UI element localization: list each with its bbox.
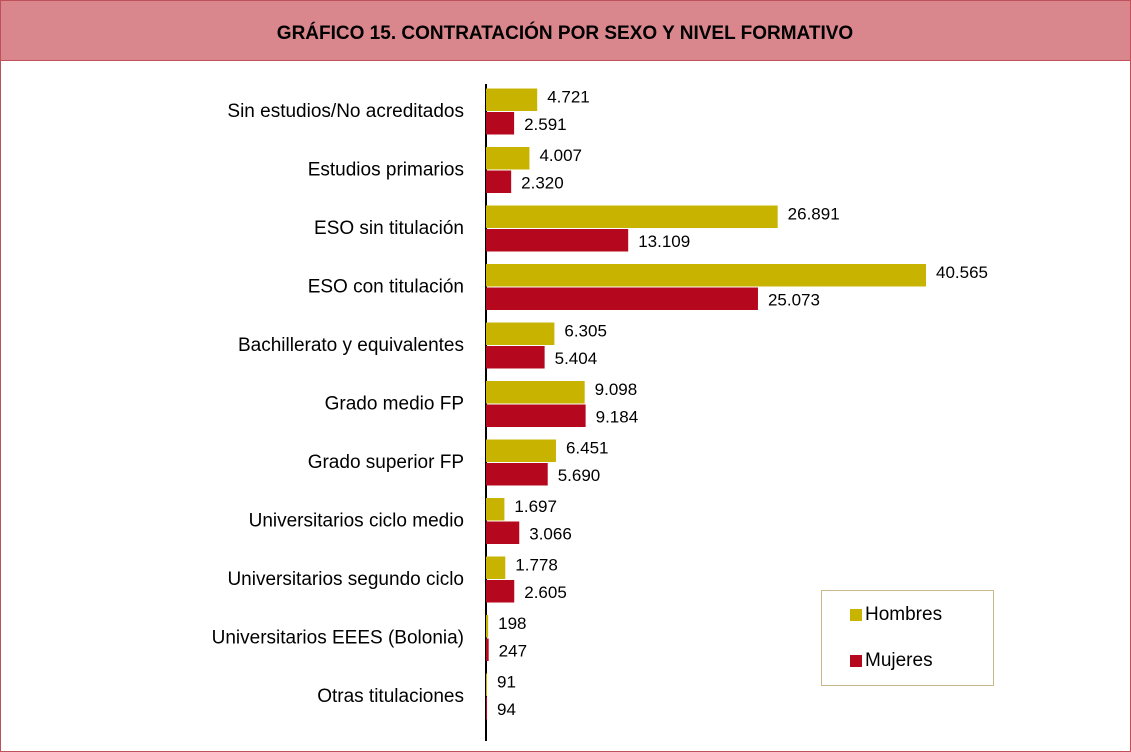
bar: [486, 229, 629, 252]
value-label: 2.605: [524, 583, 567, 602]
value-label: 198: [498, 614, 526, 633]
bar: [486, 463, 548, 486]
category-label: Universitarios ciclo medio: [249, 511, 464, 532]
category-label: Bachillerato y equivalentes: [238, 335, 464, 356]
bar: [486, 673, 487, 696]
category-label: Universitarios segundo ciclo: [227, 569, 464, 590]
bar: [486, 697, 488, 720]
bar: [486, 521, 520, 544]
value-label: 247: [499, 642, 527, 661]
bar: [486, 112, 515, 135]
bar: [486, 346, 545, 369]
category-label: Sin estudios/No acreditados: [227, 101, 464, 122]
value-label: 25.073: [768, 291, 820, 310]
bar: [486, 264, 926, 287]
value-label: 5.690: [558, 466, 601, 485]
legend-label: Hombres: [865, 604, 942, 625]
value-label: 40.565: [936, 263, 988, 282]
bar: [486, 439, 556, 462]
value-label: 3.066: [529, 525, 572, 544]
category-label: Universitarios EEES (Bolonia): [212, 628, 464, 649]
bar: [486, 638, 489, 661]
value-label: 5.404: [555, 349, 598, 368]
chart-title: GRÁFICO 15. CONTRATACIÓN POR SEXO Y NIVE…: [277, 22, 853, 44]
title-bar: [0, 0, 1131, 61]
bar: [486, 287, 758, 310]
bar: [486, 170, 512, 193]
value-label: 26.891: [788, 205, 840, 224]
legend-swatch: [850, 609, 862, 621]
category-label: Otras titulaciones: [317, 686, 464, 707]
bar: [486, 147, 530, 170]
bar: [486, 322, 555, 345]
bar: [486, 615, 489, 638]
value-label: 1.697: [514, 497, 557, 516]
value-label: 4.721: [547, 88, 590, 107]
value-label: 13.109: [638, 232, 690, 251]
value-label: 4.007: [539, 146, 582, 165]
legend-label: Mujeres: [865, 650, 933, 671]
value-label: 6.451: [566, 439, 609, 458]
bar: [486, 556, 506, 579]
bar: [486, 498, 505, 521]
bar: [486, 580, 515, 603]
value-label: 91: [497, 673, 516, 692]
category-label: Grado superior FP: [308, 452, 464, 473]
bar: [486, 404, 586, 427]
legend: [821, 590, 994, 686]
category-label: Estudios primarios: [308, 160, 464, 181]
bar: [486, 205, 778, 228]
category-label: ESO sin titulación: [314, 218, 464, 239]
category-label: Grado medio FP: [325, 394, 464, 415]
value-label: 2.320: [521, 174, 564, 193]
category-label: ESO con titulación: [308, 277, 464, 298]
value-label: 1.778: [515, 556, 558, 575]
legend-swatch: [850, 655, 862, 667]
value-label: 2.591: [524, 115, 567, 134]
value-label: 6.305: [564, 322, 607, 341]
bar: [486, 88, 538, 111]
value-label: 94: [497, 700, 516, 719]
value-label: 9.184: [596, 408, 639, 427]
value-label: 9.098: [595, 380, 638, 399]
bar: [486, 381, 585, 404]
